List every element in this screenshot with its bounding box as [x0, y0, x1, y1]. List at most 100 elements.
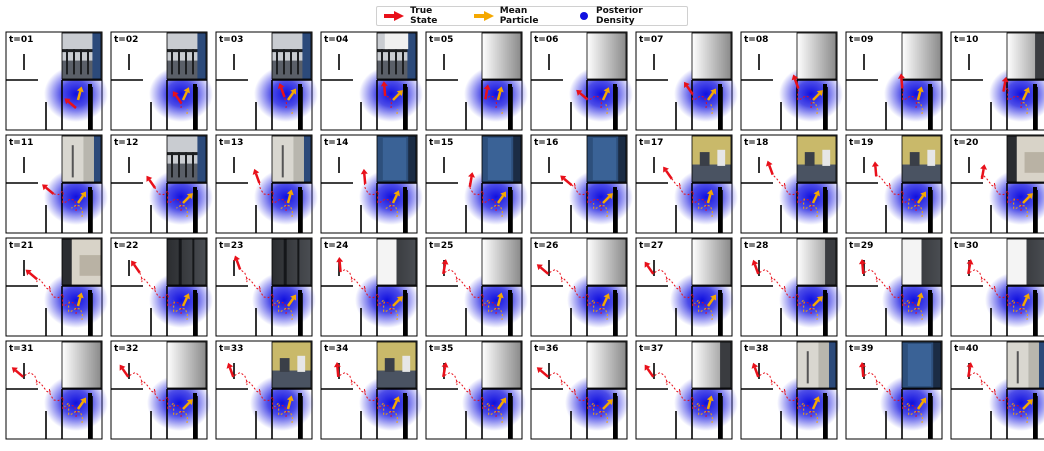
- camera-view: [272, 239, 311, 285]
- frame-panel: t=18: [741, 135, 843, 233]
- frame-panel: t=04: [321, 32, 423, 130]
- camera-view: [797, 342, 836, 388]
- camera-view: [272, 342, 311, 388]
- camera-view: [797, 33, 836, 79]
- frame-panel: t=14: [321, 135, 423, 233]
- timestep-label: t=17: [639, 138, 663, 148]
- timestep-label: t=03: [219, 35, 243, 45]
- camera-view: [62, 136, 101, 182]
- camera-view: [902, 33, 941, 79]
- camera-view: [62, 33, 101, 79]
- timestep-label: t=10: [954, 35, 978, 45]
- timestep-label: t=02: [114, 35, 138, 45]
- frame-grid: t=01 t=02 t=03 t=04 t=05 t=06 t=07 t=08 t=09 t=10…: [0, 30, 1044, 447]
- legend-posterior-density: Posterior Density: [578, 6, 681, 26]
- timestep-label: t=32: [114, 344, 138, 354]
- camera-view: [902, 342, 941, 388]
- timestep-label: t=14: [324, 138, 348, 148]
- frame-panel: t=22: [111, 238, 213, 336]
- frame-panel: t=34: [321, 341, 423, 439]
- legend-mean-particle-label: Mean Particle: [500, 6, 567, 26]
- camera-view: [1007, 136, 1044, 182]
- camera-view: [692, 136, 731, 182]
- frame-panel: t=07: [636, 32, 738, 130]
- timestep-label: t=09: [849, 35, 873, 45]
- camera-view: [167, 33, 206, 79]
- timestep-label: t=40: [954, 344, 978, 354]
- timestep-label: t=04: [324, 35, 348, 45]
- timestep-label: t=08: [744, 35, 768, 45]
- red-arrow-icon: [383, 10, 404, 22]
- camera-view: [1007, 33, 1044, 79]
- timestep-label: t=37: [639, 344, 663, 354]
- frame-panel: t=23: [216, 238, 316, 336]
- frame-panel: t=20: [951, 135, 1044, 233]
- timestep-label: t=13: [219, 138, 243, 148]
- camera-view: [377, 136, 416, 182]
- timestep-label: t=19: [849, 138, 873, 148]
- camera-view: [587, 239, 626, 285]
- frame-panel: t=30: [951, 238, 1044, 336]
- camera-view: [377, 33, 416, 79]
- camera-view: [482, 33, 521, 79]
- legend-true-state-label: True State: [410, 6, 460, 26]
- timestep-label: t=26: [534, 241, 558, 251]
- camera-view: [692, 342, 731, 388]
- frame-panel: t=21: [6, 238, 108, 336]
- timestep-label: t=38: [744, 344, 768, 354]
- camera-view: [692, 239, 731, 285]
- camera-view: [272, 136, 311, 182]
- camera-view: [1007, 342, 1044, 388]
- camera-view: [167, 239, 206, 285]
- frame-panel: t=37: [636, 341, 738, 439]
- frame-panel: t=28: [741, 238, 843, 336]
- camera-view: [482, 342, 521, 388]
- frame-panel: t=25: [426, 238, 528, 336]
- legend-true-state: True State: [383, 6, 461, 26]
- legend-posterior-density-label: Posterior Density: [596, 6, 681, 26]
- timestep-label: t=35: [429, 344, 453, 354]
- timestep-label: t=05: [429, 35, 453, 45]
- camera-view: [167, 136, 206, 182]
- frame-panel: t=38: [741, 341, 841, 439]
- timestep-label: t=22: [114, 241, 138, 251]
- legend: True State Mean Particle Posterior Densi…: [376, 6, 688, 26]
- frame-panel: t=29: [846, 238, 946, 336]
- camera-view: [1007, 239, 1044, 285]
- camera-view: [272, 33, 311, 79]
- timestep-label: t=33: [219, 344, 243, 354]
- timestep-label: t=28: [744, 241, 768, 251]
- timestep-label: t=16: [534, 138, 558, 148]
- frame-panel: t=15: [426, 135, 528, 233]
- camera-view: [62, 239, 101, 285]
- timestep-label: t=39: [849, 344, 873, 354]
- frame-panel: t=19: [846, 135, 948, 233]
- timestep-label: t=25: [429, 241, 453, 251]
- frame-panel: t=10: [951, 32, 1044, 130]
- legend-mean-particle: Mean Particle: [473, 6, 567, 26]
- timestep-label: t=06: [534, 35, 558, 45]
- timestep-label: t=31: [9, 344, 33, 354]
- timestep-label: t=30: [954, 241, 978, 251]
- frame-panel: t=35: [426, 341, 526, 439]
- timestep-label: t=01: [9, 35, 33, 45]
- camera-view: [62, 342, 101, 388]
- frame-panel: t=13: [216, 135, 318, 233]
- frame-panel: t=24: [321, 238, 419, 336]
- frame-panel: t=26: [531, 238, 631, 336]
- timestep-label: t=15: [429, 138, 453, 148]
- frame-panel: t=09: [846, 32, 948, 130]
- timestep-label: t=27: [639, 241, 663, 251]
- camera-view: [587, 342, 626, 388]
- timestep-label: t=12: [114, 138, 138, 148]
- camera-view: [377, 342, 416, 388]
- camera-view: [902, 239, 941, 285]
- frame-panel: t=40: [951, 341, 1044, 439]
- camera-view: [692, 33, 731, 79]
- frame-panel: t=08: [741, 32, 843, 130]
- camera-view: [797, 136, 836, 182]
- frame-panel: t=32: [111, 341, 211, 439]
- frame-panel: t=16: [531, 135, 633, 233]
- timestep-label: t=11: [9, 138, 33, 148]
- camera-view: [797, 239, 836, 285]
